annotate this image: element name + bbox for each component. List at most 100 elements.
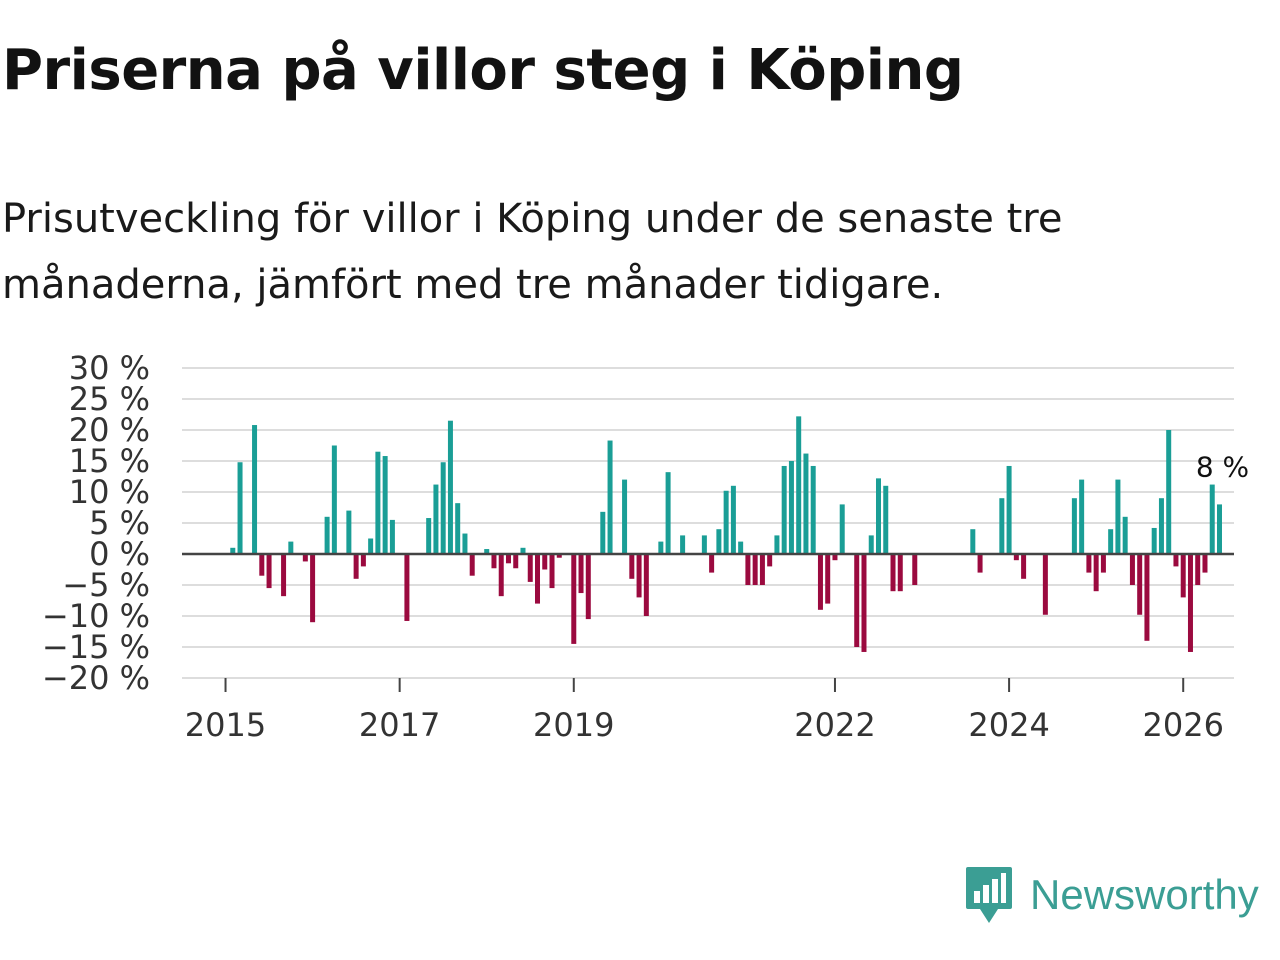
brand: Newsworthy <box>964 864 1259 926</box>
bar <box>252 425 258 554</box>
brand-name: Newsworthy <box>1030 871 1259 918</box>
bar <box>542 554 548 570</box>
bar <box>324 516 330 554</box>
bar <box>513 554 519 569</box>
bar <box>832 554 838 561</box>
bar <box>1151 527 1157 554</box>
x-tick-label: 2017 <box>359 706 440 744</box>
bar <box>970 529 976 554</box>
bar <box>1013 554 1019 561</box>
bar <box>281 554 287 597</box>
bar <box>505 554 511 564</box>
bar <box>1021 554 1027 579</box>
bar <box>455 503 461 554</box>
bar <box>237 462 243 554</box>
bar <box>230 547 236 554</box>
bar <box>890 554 896 592</box>
annotations: 8 % <box>182 450 1249 556</box>
bar <box>999 498 1005 554</box>
bar <box>1108 529 1114 554</box>
y-axis-labels: 30 %25 %20 %15 %10 %5 %0 %−5 %−10 %−15 %… <box>42 349 150 697</box>
bar <box>1187 554 1193 652</box>
x-tick-label: 2022 <box>794 706 875 744</box>
bar <box>1042 554 1048 615</box>
bar <box>788 461 794 554</box>
bar <box>1173 554 1179 567</box>
bar <box>1137 554 1143 615</box>
bar <box>709 554 715 573</box>
bar <box>767 554 773 567</box>
bar <box>491 554 497 569</box>
bar <box>723 490 729 554</box>
bar <box>825 554 831 604</box>
y-tick-label: −10 % <box>42 597 150 635</box>
bar <box>288 541 294 554</box>
bar <box>622 479 628 554</box>
bar <box>266 554 272 589</box>
x-tick-label: 2019 <box>533 706 614 744</box>
bar <box>389 519 395 554</box>
bar <box>462 533 468 554</box>
bar <box>752 554 758 585</box>
bar <box>680 535 686 554</box>
bar <box>556 554 562 558</box>
bar <box>433 484 439 554</box>
y-tick-label: 20 % <box>69 411 150 449</box>
bar <box>912 554 918 585</box>
bar <box>571 554 577 644</box>
y-tick-label: 0 % <box>89 535 150 573</box>
bar <box>1093 554 1099 592</box>
y-tick-label: −15 % <box>42 628 150 666</box>
bar <box>1180 554 1186 598</box>
bar <box>839 504 845 554</box>
bar <box>803 453 809 554</box>
bar <box>498 554 504 597</box>
x-tick-label: 2015 <box>185 706 266 744</box>
bar <box>875 478 881 554</box>
bar <box>854 554 860 647</box>
bar <box>353 554 359 579</box>
bar <box>868 535 874 554</box>
bar <box>585 554 591 620</box>
y-tick-label: 10 % <box>69 473 150 511</box>
bar <box>1115 479 1121 554</box>
bar <box>607 440 613 554</box>
bar <box>745 554 751 585</box>
bar <box>1079 479 1085 554</box>
y-tick-label: 5 % <box>89 504 150 542</box>
bar <box>1129 554 1135 585</box>
chart-title: Priserna på villor steg i Köping <box>2 38 964 103</box>
x-axis: 2015 2017 2019 2022 2024 2026 <box>185 678 1224 744</box>
bar <box>331 445 337 554</box>
bars <box>230 416 1222 652</box>
bar <box>535 554 541 604</box>
bar <box>701 535 707 554</box>
bar <box>1166 430 1172 554</box>
x-tick-label: 2026 <box>1142 706 1223 744</box>
bar <box>382 456 388 554</box>
bar <box>1086 554 1092 573</box>
bar <box>310 554 316 623</box>
bar <box>759 554 765 585</box>
bar <box>578 554 584 594</box>
bar <box>368 538 374 554</box>
bar <box>796 416 802 554</box>
bar <box>1144 554 1150 641</box>
bar <box>520 547 526 554</box>
y-tick-label: −20 % <box>42 659 150 697</box>
bar <box>600 511 606 554</box>
bar <box>716 529 722 554</box>
bar <box>302 554 308 562</box>
bar <box>861 554 867 652</box>
bar <box>375 451 381 554</box>
bar <box>1100 554 1106 573</box>
bar <box>658 541 664 554</box>
y-tick-label: 15 % <box>69 442 150 480</box>
bar <box>629 554 635 579</box>
grid-lines <box>182 367 1234 679</box>
bar <box>810 465 816 554</box>
bar <box>774 535 780 554</box>
bar <box>1202 554 1208 573</box>
bar <box>636 554 642 598</box>
bar <box>426 518 432 554</box>
